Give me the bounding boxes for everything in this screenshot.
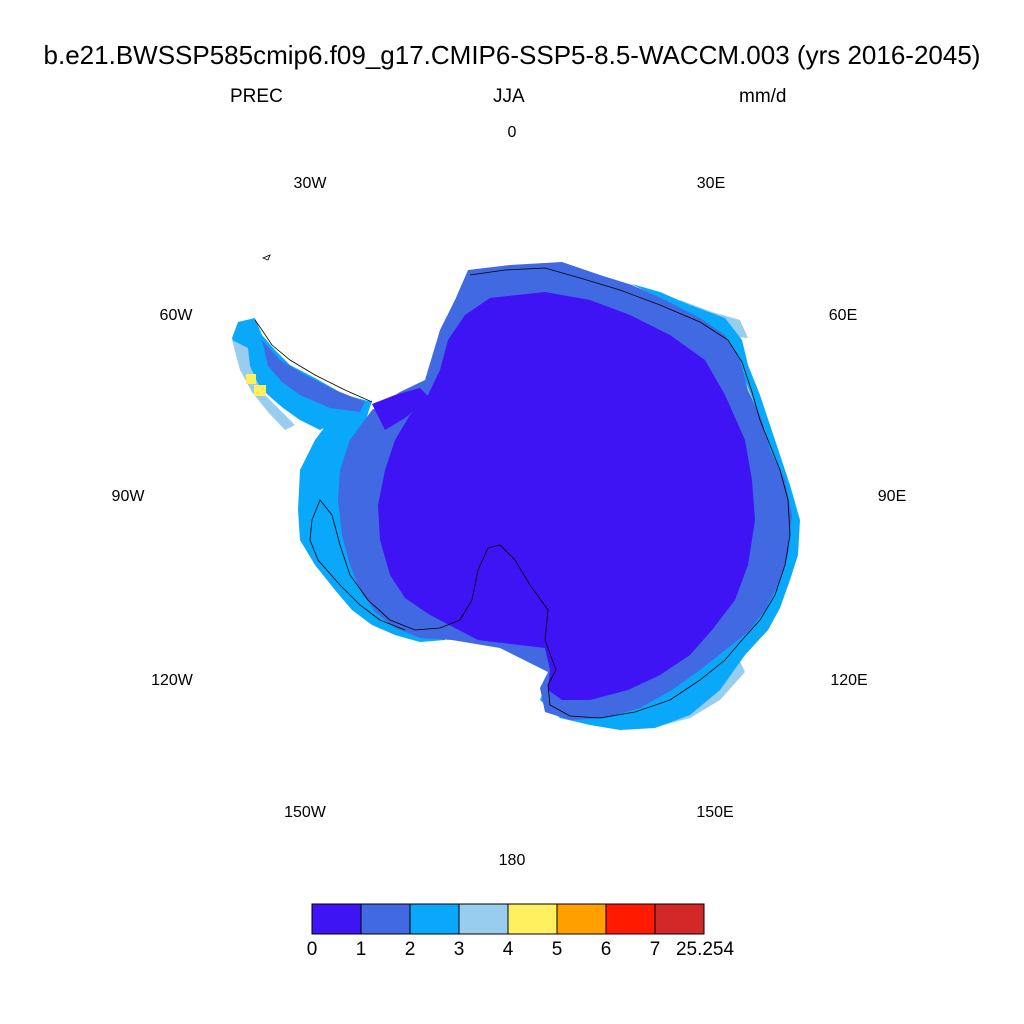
colorbar-label-2: 2 bbox=[404, 939, 416, 960]
lon-label-120e: 120E bbox=[830, 672, 868, 689]
colorbar-box bbox=[458, 903, 509, 935]
lon-label-0: 0 bbox=[507, 124, 517, 141]
colorbar-label-6: 6 bbox=[600, 939, 612, 960]
colorbar-label-5: 5 bbox=[551, 939, 563, 960]
colorbar-label-0: 0 bbox=[306, 939, 318, 960]
lon-label-60e: 60E bbox=[828, 307, 858, 324]
lon-label-120w: 120W bbox=[151, 672, 193, 689]
colorbar-label-3: 3 bbox=[453, 939, 465, 960]
colorbar-box bbox=[409, 903, 460, 935]
small-island bbox=[261, 254, 271, 261]
colorbar-label-4: 4 bbox=[502, 939, 514, 960]
peninsula-max-cell-2 bbox=[254, 385, 266, 396]
band-1-2-west bbox=[298, 400, 445, 642]
coastline bbox=[254, 267, 791, 719]
lon-label-90w: 90W bbox=[111, 488, 145, 505]
lon-label-90e: 90E bbox=[877, 488, 907, 505]
colorbar-label-7: 7 bbox=[649, 939, 661, 960]
colorbar-box bbox=[556, 903, 607, 935]
colorbar-box bbox=[360, 903, 411, 935]
lon-label-30w: 30W bbox=[293, 175, 327, 192]
variable-label: PREC bbox=[230, 86, 283, 107]
peninsula-max-cell bbox=[246, 374, 256, 384]
colorbar-box bbox=[605, 903, 656, 935]
colorbar-label-1: 1 bbox=[355, 939, 367, 960]
lon-label-150e: 150E bbox=[696, 804, 734, 821]
units-label: mm/d bbox=[739, 86, 787, 107]
season-label: JJA bbox=[493, 86, 525, 107]
colorbar-box bbox=[507, 903, 558, 935]
lon-label-30e: 30E bbox=[696, 175, 726, 192]
lon-label-60w: 60W bbox=[159, 307, 193, 324]
band-0-1-ross bbox=[372, 388, 430, 430]
colorbar-label-max: 25.254 bbox=[675, 939, 735, 960]
peninsula-blue bbox=[262, 340, 365, 412]
map-title: b.e21.BWSSP585cmip6.f09_g17.CMIP6-SSP5-8… bbox=[43, 40, 981, 70]
lon-label-150w: 150W bbox=[284, 804, 326, 821]
lon-label-180: 180 bbox=[498, 852, 526, 869]
colorbar bbox=[311, 903, 705, 935]
colorbar-box bbox=[654, 903, 705, 935]
colorbar-box bbox=[311, 903, 362, 935]
peninsula-light bbox=[232, 340, 295, 430]
